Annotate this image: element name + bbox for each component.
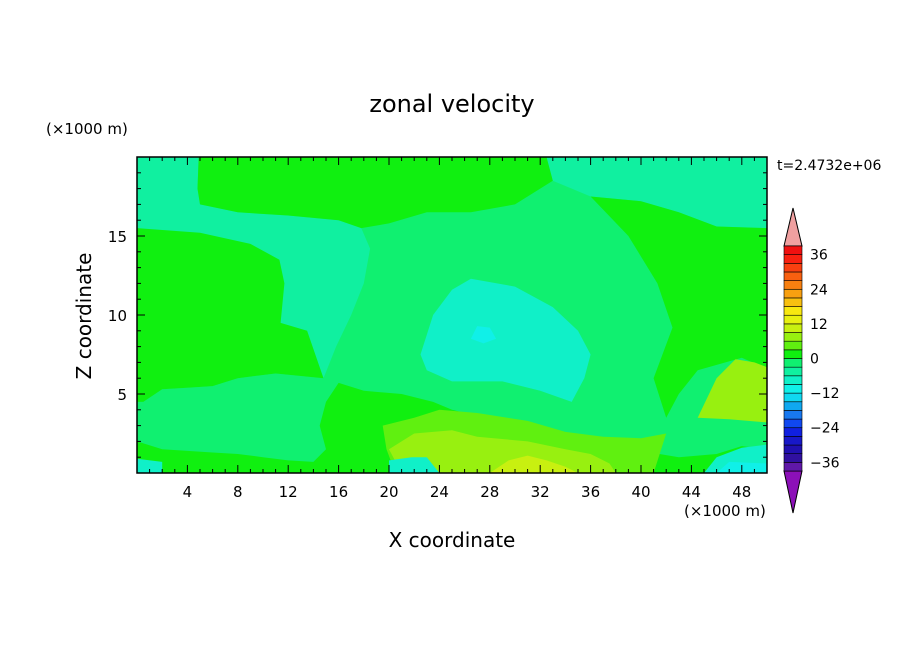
colorbar-segment [783, 314, 803, 325]
x-axis-label: X coordinate [389, 528, 516, 552]
x-tick-label: 44 [682, 483, 701, 501]
colorbar-tick-label: −24 [810, 421, 840, 437]
colorbar-segment [783, 453, 803, 463]
x-tick-label: 24 [430, 483, 449, 501]
x-tick-label: 32 [531, 483, 550, 501]
contour-region-13 [137, 458, 163, 473]
colorbar-segment [783, 401, 803, 411]
colorbar-segment [783, 288, 803, 299]
colorbar-segment [783, 297, 803, 307]
x-tick-label: 12 [279, 483, 298, 501]
y-tick-label: 15 [108, 228, 127, 246]
plot-area [137, 157, 767, 473]
x-tick-label: 20 [379, 483, 398, 501]
colorbar: 36 24 12 0 −12 −24 −36 [783, 207, 840, 514]
y-axis-label: Z coordinate [72, 253, 96, 380]
colorbar-segment [783, 271, 803, 281]
x-tick-label: 4 [183, 483, 193, 501]
colorbar-segment [783, 254, 803, 264]
colorbar-tick-label: −36 [810, 455, 840, 471]
colorbar-tick-label: 12 [810, 317, 828, 333]
colorbar-segment [783, 263, 803, 273]
time-label: t=2.4732e+06 [777, 158, 881, 174]
y-tick-label: 5 [117, 386, 127, 404]
colorbar-segment [783, 418, 803, 429]
contour-region-4 [590, 196, 767, 418]
contour-region-11 [420, 278, 591, 402]
colorbar-min-triangle [783, 470, 803, 514]
x-tick-label: 36 [581, 483, 600, 501]
y-axis-unit: (×1000 m) [46, 120, 128, 138]
x-axis-unit: (×1000 m) [684, 502, 766, 520]
contour-region-7 [389, 430, 616, 473]
colorbar-segment [783, 375, 803, 385]
colorbar-segment [783, 436, 803, 446]
x-tick-label: 40 [631, 483, 650, 501]
colorbar-tick-label: 24 [810, 282, 828, 298]
colorbar-max-triangle [783, 207, 803, 247]
colorbar-segment [783, 340, 803, 351]
colorbar-segment [783, 349, 803, 359]
x-tick-label: 8 [233, 483, 243, 501]
colorbar-tick-label: −12 [810, 386, 840, 402]
colorbar-segment [783, 245, 803, 255]
colorbar-segment [783, 323, 803, 333]
contour-region-9 [697, 359, 767, 423]
colorbar-segment [783, 392, 803, 403]
colorbar-segment [783, 410, 803, 420]
contour-region-3 [137, 228, 324, 402]
x-tick-label: 48 [732, 483, 751, 501]
colorbar-segment [783, 306, 803, 316]
contour-region-8 [489, 455, 578, 473]
contour-region-1 [546, 157, 767, 229]
colorbar-tick-label: 0 [810, 352, 819, 368]
x-tick-label: 16 [329, 483, 348, 501]
colorbar-segment [783, 462, 803, 472]
contour-region-12 [470, 326, 497, 344]
colorbar-segment [783, 366, 803, 377]
colorbar-segment [783, 332, 803, 342]
x-tick-label: 28 [480, 483, 499, 501]
colorbar-segment [783, 384, 803, 394]
colorbar-segment [783, 358, 803, 368]
contour-region-2 [197, 157, 553, 229]
colorbar-segment [783, 427, 803, 437]
y-tick-label: 10 [108, 307, 127, 325]
colorbar-segment [783, 280, 803, 290]
colorbar-tick-label: 36 [810, 248, 828, 264]
colorbar-segment [783, 444, 803, 454]
chart-title: zonal velocity [369, 90, 534, 118]
